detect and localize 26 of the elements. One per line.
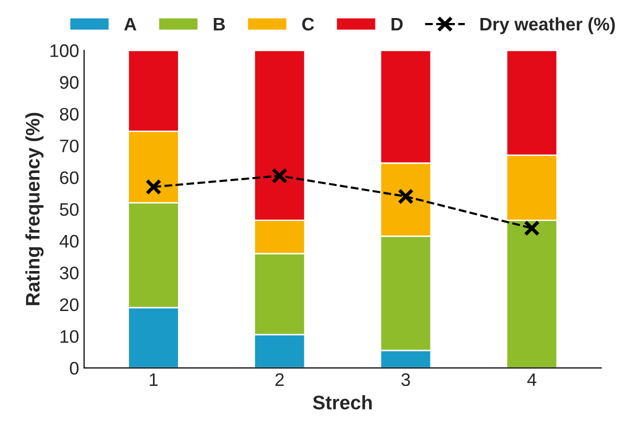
y-tick-label: 90 [60,76,79,89]
x-tick-label: 2 [275,373,284,386]
legend-label: D [392,18,403,30]
y-tick-label: 80 [60,108,79,121]
x-tick-label: 4 [527,373,536,386]
y-tick-label: 0 [70,362,79,375]
y-tick-label: 50 [60,203,79,216]
y-axis-title: Rating frequency (%) [25,112,44,306]
y-tick-label: 70 [60,140,79,152]
legend-label: B [214,18,225,30]
x-tick-label: 3 [401,373,410,386]
y-tick-label: 100 [50,44,79,58]
x-tick-label: 1 [150,373,158,386]
x-axis-title: Strech [312,395,372,410]
legend-label: A [124,18,136,30]
legend-label: C [302,18,314,31]
point [272,168,288,184]
y-tick-label: 30 [60,266,79,280]
y-tick-label: 20 [60,298,79,312]
legend-label: Dry weather (%) [480,17,615,34]
y-tick-label: 60 [60,171,79,184]
y-tick-label: 10 [60,330,79,343]
point [524,220,540,236]
point [398,188,414,204]
y-tick-label: 40 [60,234,79,248]
point [145,178,162,195]
